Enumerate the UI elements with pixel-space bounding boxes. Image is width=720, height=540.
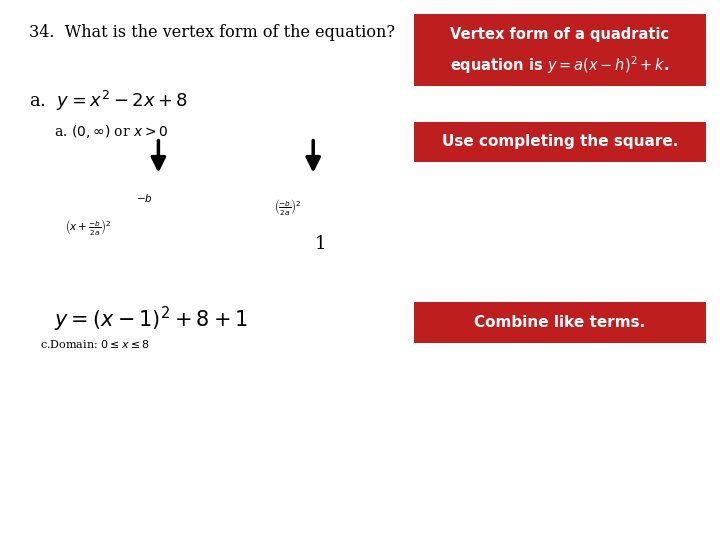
FancyBboxPatch shape bbox=[414, 302, 706, 343]
Text: c.Domain: $0 \leq x \leq 8$: c.Domain: $0 \leq x \leq 8$ bbox=[40, 338, 150, 349]
Text: Use completing the square.: Use completing the square. bbox=[441, 134, 678, 149]
Text: 34.  What is the vertex form of the equation?: 34. What is the vertex form of the equat… bbox=[29, 24, 395, 41]
Text: Vertex form of a quadratic: Vertex form of a quadratic bbox=[450, 28, 670, 42]
FancyBboxPatch shape bbox=[414, 122, 706, 162]
Text: a. $(0, \infty)$ or $x > 0$: a. $(0, \infty)$ or $x > 0$ bbox=[54, 123, 168, 140]
FancyBboxPatch shape bbox=[414, 14, 706, 86]
Text: $\left(x+\frac{-b}{2a}\right)^2$: $\left(x+\frac{-b}{2a}\right)^2$ bbox=[65, 217, 111, 237]
Text: $y = (x-1)^2+8+1$: $y = (x-1)^2+8+1$ bbox=[54, 305, 248, 334]
Text: Combine like terms.: Combine like terms. bbox=[474, 315, 645, 330]
Text: $\left(\frac{-b}{2a}\right)^2$: $\left(\frac{-b}{2a}\right)^2$ bbox=[274, 197, 302, 217]
Text: $-b$: $-b$ bbox=[135, 192, 153, 204]
Text: equation is $y = a(x-h)^2+k$.: equation is $y = a(x-h)^2+k$. bbox=[450, 54, 670, 76]
Text: 1: 1 bbox=[315, 235, 326, 253]
Text: a.  $y = x^2 - 2x + 8$: a. $y = x^2 - 2x + 8$ bbox=[29, 89, 188, 113]
